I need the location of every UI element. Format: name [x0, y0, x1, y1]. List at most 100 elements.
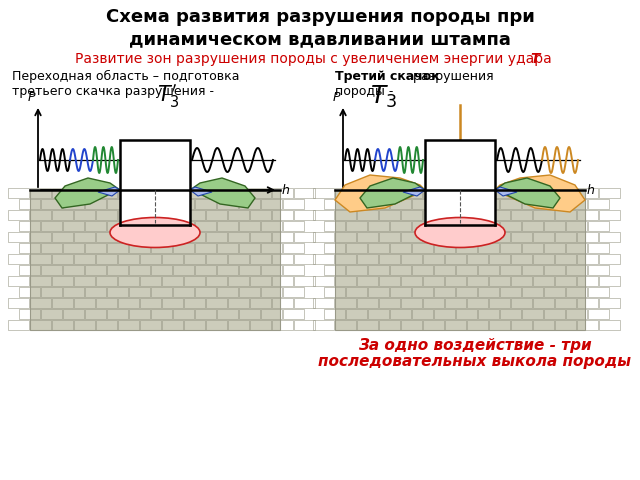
Bar: [500, 243, 521, 253]
Bar: [489, 276, 510, 286]
Bar: [217, 265, 238, 275]
Bar: [456, 287, 477, 297]
Bar: [445, 254, 466, 264]
Bar: [140, 320, 161, 330]
Bar: [85, 287, 106, 297]
Bar: [599, 298, 620, 308]
Bar: [445, 210, 466, 220]
Bar: [96, 210, 117, 220]
Bar: [206, 210, 227, 220]
Bar: [478, 221, 499, 231]
Bar: [217, 309, 238, 319]
Bar: [261, 221, 282, 231]
Bar: [239, 287, 260, 297]
Bar: [8, 276, 29, 286]
Bar: [52, 298, 73, 308]
Bar: [85, 221, 106, 231]
Polygon shape: [403, 187, 425, 196]
Ellipse shape: [415, 217, 505, 248]
Bar: [173, 265, 194, 275]
Text: h: h: [587, 183, 595, 196]
Bar: [228, 210, 249, 220]
Bar: [41, 199, 62, 209]
Bar: [228, 298, 249, 308]
Bar: [379, 298, 400, 308]
Bar: [129, 287, 150, 297]
Bar: [478, 199, 499, 209]
Bar: [239, 265, 260, 275]
Bar: [118, 298, 139, 308]
Bar: [434, 199, 455, 209]
Bar: [41, 243, 62, 253]
Polygon shape: [495, 187, 517, 196]
Text: последовательных выкола породы: последовательных выкола породы: [319, 354, 632, 369]
Bar: [500, 287, 521, 297]
Bar: [434, 221, 455, 231]
Bar: [8, 232, 29, 242]
Bar: [261, 199, 282, 209]
Bar: [129, 199, 150, 209]
Bar: [140, 254, 161, 264]
Bar: [294, 232, 315, 242]
Bar: [456, 309, 477, 319]
Bar: [184, 210, 205, 220]
Bar: [96, 188, 117, 198]
Text: h: h: [282, 183, 290, 196]
Bar: [313, 298, 334, 308]
Bar: [456, 243, 477, 253]
Bar: [522, 199, 543, 209]
Bar: [346, 243, 367, 253]
Bar: [533, 188, 554, 198]
Bar: [368, 243, 389, 253]
Bar: [85, 309, 106, 319]
Bar: [162, 254, 183, 264]
Bar: [217, 287, 238, 297]
Bar: [577, 320, 598, 330]
Bar: [283, 243, 304, 253]
Bar: [63, 265, 84, 275]
Bar: [283, 221, 304, 231]
Bar: [239, 243, 260, 253]
Bar: [511, 188, 532, 198]
Bar: [118, 232, 139, 242]
Bar: [324, 221, 345, 231]
Text: $T_3'$: $T_3'$: [157, 82, 180, 110]
Bar: [19, 199, 40, 209]
Bar: [599, 276, 620, 286]
Bar: [588, 309, 609, 319]
Bar: [173, 287, 194, 297]
Bar: [544, 243, 565, 253]
Bar: [500, 199, 521, 209]
Bar: [357, 254, 378, 264]
Bar: [107, 199, 128, 209]
Bar: [8, 210, 29, 220]
Bar: [173, 221, 194, 231]
Bar: [195, 199, 216, 209]
Bar: [162, 298, 183, 308]
Bar: [423, 210, 444, 220]
Bar: [379, 276, 400, 286]
Bar: [467, 232, 488, 242]
Bar: [577, 232, 598, 242]
Bar: [335, 276, 356, 286]
Bar: [335, 254, 356, 264]
Bar: [368, 287, 389, 297]
Bar: [555, 210, 576, 220]
Bar: [184, 276, 205, 286]
Bar: [434, 287, 455, 297]
Bar: [357, 188, 378, 198]
Bar: [467, 188, 488, 198]
Bar: [522, 265, 543, 275]
Bar: [467, 254, 488, 264]
Text: P: P: [333, 91, 340, 104]
Bar: [478, 287, 499, 297]
Bar: [41, 221, 62, 231]
Bar: [379, 210, 400, 220]
Bar: [566, 221, 587, 231]
Text: разрушения: разрушения: [409, 70, 493, 83]
Bar: [588, 287, 609, 297]
Bar: [120, 190, 190, 225]
Bar: [456, 265, 477, 275]
Bar: [368, 265, 389, 275]
Bar: [511, 210, 532, 220]
